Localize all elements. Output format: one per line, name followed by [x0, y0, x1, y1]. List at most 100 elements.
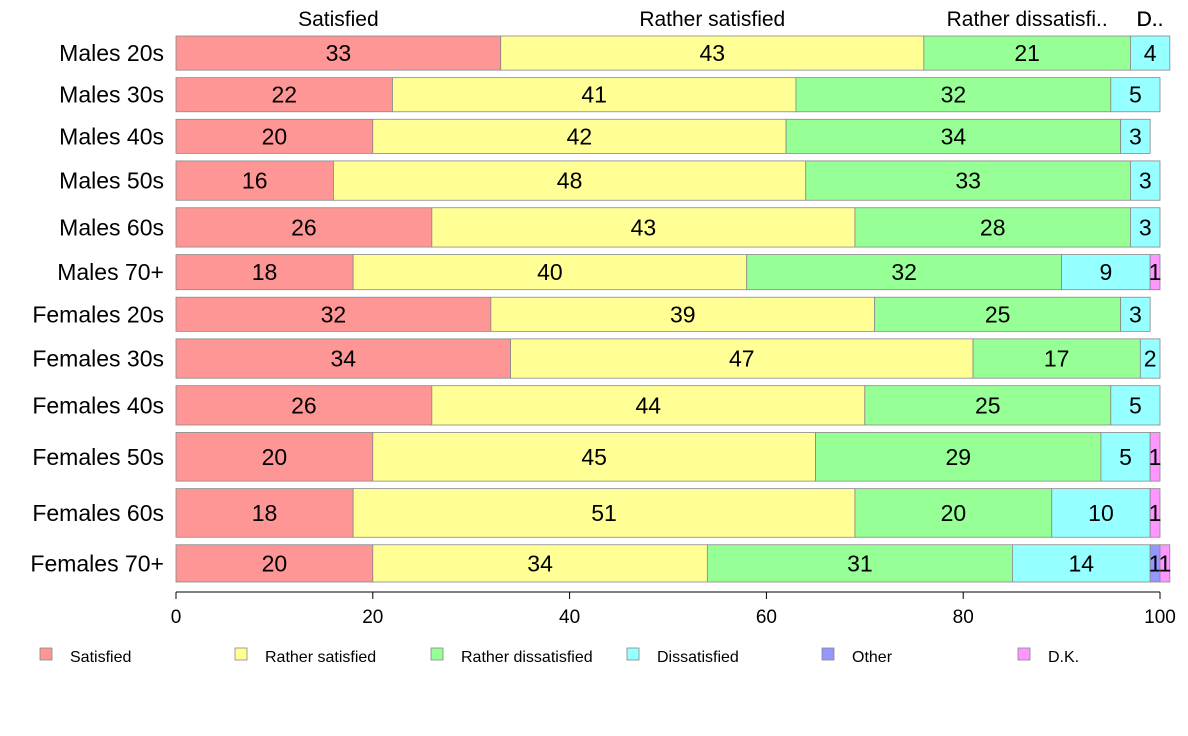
data-label: 10	[1088, 500, 1114, 526]
bar-segment-dissatisfied	[1100, 432, 1151, 482]
legend-label: Satisfied	[70, 649, 131, 666]
bar-segment-satisfied	[175, 118, 374, 154]
series-top-labels: Satisfied Rather satisfied Rather dissatis…	[298, 8, 1163, 31]
data-label: 1	[1159, 550, 1172, 576]
legend-label: Dissatisfied	[657, 649, 739, 666]
bar-segment-d-k	[1149, 432, 1161, 482]
bar-row-males-30s: 22 41 32 5	[175, 77, 1161, 113]
bar-segment-rather-satisfied	[372, 432, 816, 482]
data-label: 2	[1144, 346, 1157, 372]
x-tick-label: 20	[362, 607, 383, 628]
data-label: 4	[1144, 40, 1157, 66]
data-label: 48	[557, 168, 583, 194]
bar-segment-satisfied	[175, 160, 334, 201]
bar-segment-rather-satisfied	[392, 77, 797, 113]
legend-swatch	[39, 647, 53, 661]
data-label: 14	[1068, 550, 1094, 576]
data-label: 31	[847, 550, 873, 576]
data-label: 20	[941, 500, 967, 526]
x-tick-label: 0	[171, 607, 182, 628]
bar-segment-rather-dissatisfied	[706, 544, 1013, 583]
bar-segment-dissatisfied	[1110, 385, 1161, 426]
x-tick-label: 40	[559, 607, 580, 628]
bar-row-males-60s: 26 43 28 3	[175, 207, 1161, 248]
bar-segment-rather-satisfied	[490, 296, 876, 332]
data-label: 43	[699, 40, 725, 66]
bar-segment-satisfied	[175, 77, 393, 113]
bar-row-females-60s: 18 51 20 10 1	[175, 488, 1161, 538]
x-tick-label: 80	[953, 607, 974, 628]
data-label: 26	[291, 392, 317, 418]
category-label: Males 60s	[59, 214, 164, 240]
bar-row-males-20s: 33 43 21 4	[175, 35, 1171, 71]
legend-swatch	[430, 647, 444, 661]
data-label: 5	[1129, 392, 1142, 418]
bar-segment-rather-satisfied	[431, 385, 866, 426]
bar-segment-rather-satisfied	[510, 338, 974, 379]
data-label: 3	[1129, 123, 1142, 149]
bar-row-males-40s: 20 42 34 3	[175, 118, 1151, 154]
bar-segment-rather-satisfied	[333, 160, 807, 201]
bar-segment-dissatisfied	[1120, 296, 1151, 332]
data-label: 18	[252, 500, 278, 526]
data-label: 20	[262, 123, 288, 149]
data-label: 32	[321, 301, 347, 327]
category-label: Males 50s	[59, 168, 164, 194]
legend-label: D.K.	[1048, 649, 1079, 666]
data-label: 29	[945, 444, 971, 470]
bar-segment-dissatisfied	[1130, 207, 1161, 248]
bar-segment-dissatisfied	[1139, 338, 1161, 379]
category-labels: Males 20s Males 30s Males 40s Males 50s Male…	[30, 40, 164, 576]
bar-row-females-70: 20 34 31 14 11	[175, 544, 1172, 583]
bar-segment-rather-dissatisfied	[854, 488, 1053, 538]
series-top-label: D..	[1137, 8, 1164, 31]
series-top-label: Satisfied	[298, 8, 379, 31]
data-label: 33	[326, 40, 352, 66]
category-label: Males 20s	[59, 40, 164, 66]
category-label: Females 60s	[32, 500, 164, 526]
bar-segment-satisfied	[175, 338, 511, 379]
bar-segment-rather-dissatisfied	[795, 77, 1112, 113]
bar-segment-rather-satisfied	[372, 544, 708, 583]
data-label: 32	[941, 82, 967, 108]
data-label: 28	[980, 214, 1006, 240]
bar-segment-dissatisfied	[1110, 77, 1161, 113]
category-label: Males 30s	[59, 82, 164, 108]
legend-label: Rather dissatisfied	[461, 649, 593, 666]
category-label: Females 40s	[32, 392, 164, 418]
legend-item-d-k: D.K.	[1017, 647, 1079, 666]
data-label: 34	[941, 123, 967, 149]
x-tick-label: 60	[756, 607, 777, 628]
data-label: 9	[1099, 259, 1112, 285]
data-label: 5	[1129, 82, 1142, 108]
legend-swatch	[626, 647, 640, 661]
legend-label: Other	[852, 649, 893, 666]
bar-segment-rather-dissatisfied	[854, 207, 1131, 248]
data-label: 3	[1129, 301, 1142, 327]
bar-row-females-50s: 20 45 29 5 1	[175, 432, 1161, 482]
bar-row-females-20s: 32 39 25 3	[175, 296, 1151, 332]
bar-segment-rather-dissatisfied	[864, 385, 1112, 426]
data-label: 51	[591, 500, 617, 526]
legend-swatch	[1017, 647, 1031, 661]
legend-item-other: Other	[821, 647, 893, 666]
legend-item-satisfied: Satisfied	[39, 647, 131, 666]
series-top-label: Rather satisfied	[639, 8, 785, 31]
bar-segment-dissatisfied	[1130, 160, 1161, 201]
category-label: Females 50s	[32, 444, 164, 470]
legend-swatch	[234, 647, 248, 661]
data-label: 3	[1139, 214, 1152, 240]
bar-segment-satisfied	[175, 385, 433, 426]
bars: 33 43 21 422 41 32 520 42 34 316 48 33 326 43 28 318 40 3…	[175, 35, 1172, 583]
data-label: 22	[271, 82, 297, 108]
bar-segment-rather-dissatisfied	[805, 160, 1131, 201]
bar-segment-rather-dissatisfied	[923, 35, 1131, 71]
legend-swatch	[821, 647, 835, 661]
data-label: 16	[242, 168, 268, 194]
data-label: 1	[1149, 259, 1162, 285]
series-top-label: D..	[1137, 8, 1164, 31]
x-tick-label: 100	[1144, 607, 1176, 628]
bar-segment-dissatisfied	[1061, 254, 1151, 291]
bar-row-females-40s: 26 44 25 5	[175, 385, 1161, 426]
